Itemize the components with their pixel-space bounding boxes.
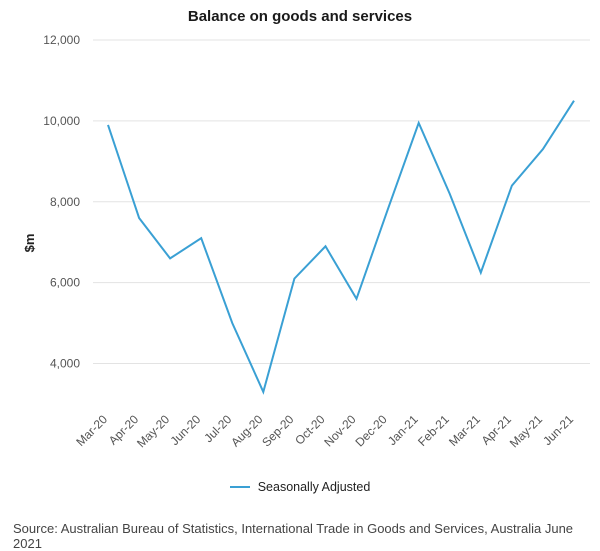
source-note: Source: Australian Bureau of Statistics,… [13,521,574,551]
y-tick-labels: 4,000 6,000 8,000 10,000 12,000 [43,33,80,371]
x-tick-label: Feb-21 [415,412,452,449]
y-axis-label: $m [22,234,37,253]
x-tick-label: May-20 [134,412,172,450]
x-tick-label: Jun-20 [167,412,203,448]
x-tick-label: May-21 [507,412,545,450]
x-tick-label: Mar-20 [73,412,110,449]
y-tick-label: 4,000 [50,357,80,371]
series-line [107,100,575,395]
series-group [107,100,575,395]
y-tick-label: 8,000 [50,195,80,209]
x-tick-label: Oct-20 [292,412,328,448]
y-tick-label: 6,000 [50,276,80,290]
x-tick-label: Nov-20 [321,412,358,449]
x-tick-label: Jun-21 [540,412,576,448]
legend-swatch [229,486,250,488]
gridlines [93,39,590,365]
chart-title: Balance on goods and services [187,8,413,25]
x-tick-label: Dec-20 [352,412,389,449]
x-tick-label: Sep-20 [259,412,296,449]
x-tick-labels: Mar-20Apr-20May-20Jun-20Jul-20Aug-20Sep-… [73,412,576,450]
y-tick-label: 10,000 [43,114,80,128]
x-tick-label: Aug-20 [228,412,265,449]
legend: Seasonally Adjusted [0,480,600,494]
x-tick-label: Mar-21 [446,412,483,449]
x-tick-label: Jan-21 [385,412,421,448]
legend-label: Seasonally Adjusted [257,480,371,494]
y-tick-label: 12,000 [43,33,80,47]
